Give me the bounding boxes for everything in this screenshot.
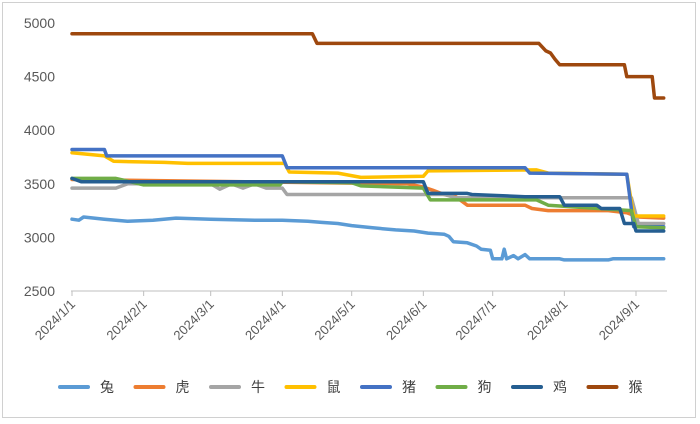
y-tick-label: 2500: [24, 283, 55, 299]
x-tick-label: 2024/1/1: [32, 297, 78, 343]
legend-label: 兔: [100, 379, 114, 395]
y-tick-label: 5000: [24, 15, 55, 31]
legend-label: 猪: [402, 379, 416, 395]
series-layer: [70, 31, 666, 262]
legend-label: 虎: [176, 379, 190, 395]
chart-frame: 2500 3000 3500 4000 4500 5000 2024/1/1 2024/2/1…: [2, 2, 696, 418]
y-tick-label: 4000: [24, 122, 55, 138]
legend-label: 牛: [251, 379, 265, 395]
x-tick-label: 2024/4/1: [242, 297, 288, 343]
series-line-5: [70, 147, 666, 229]
x-tick-label: 2024/2/1: [103, 297, 149, 343]
series-line-1: [70, 215, 666, 262]
x-tick-label: 2024/5/1: [311, 297, 357, 343]
series-line-7: [70, 176, 666, 233]
x-tick-label: 2024/9/1: [596, 297, 642, 343]
legend-label: 鼠: [327, 379, 341, 395]
series-line-8: [70, 31, 666, 100]
y-tick-label: 4500: [24, 69, 55, 85]
legend: 兔虎牛鼠猪狗鸡猴: [58, 379, 643, 395]
legend-label: 狗: [478, 379, 492, 395]
y-tick-label: 3500: [24, 176, 55, 192]
x-tick-label: 2024/6/1: [383, 297, 429, 343]
y-tick-label: 3000: [24, 229, 55, 245]
line-chart: 2500 3000 3500 4000 4500 5000 2024/1/1 2024/2/1…: [24, 15, 667, 395]
x-tick-label: 2024/8/1: [524, 297, 570, 343]
x-tick-label: 2024/7/1: [452, 297, 498, 343]
legend-label: 猴: [629, 379, 643, 395]
x-tick-label: 2024/3/1: [170, 297, 216, 343]
legend-label: 鸡: [553, 379, 567, 395]
